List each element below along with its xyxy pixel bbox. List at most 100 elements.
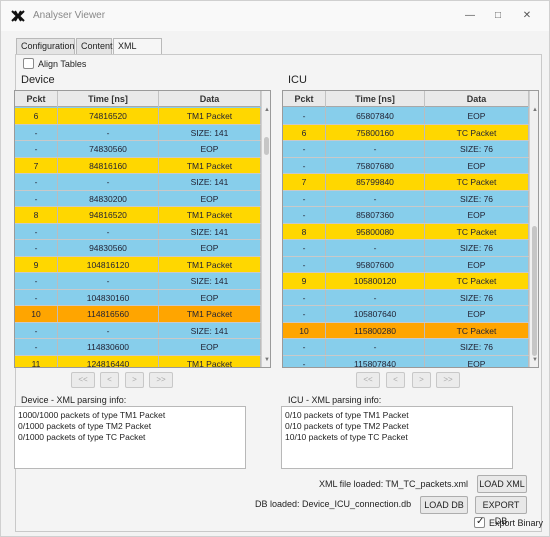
table-cell-pckt: - [283, 339, 326, 355]
table-cell-data: SIZE: 76 [425, 339, 529, 355]
table-row[interactable]: -75807680 EOP [283, 157, 529, 174]
maximize-icon[interactable]: □ [494, 10, 502, 21]
column-header-data[interactable]: Data [159, 91, 261, 107]
table-row[interactable]: 7 85799840 TC Packet [283, 174, 529, 191]
scroll-down-arrow-icon[interactable]: ▼ [532, 357, 538, 363]
table-row[interactable]: - - SIZE: 141 [15, 322, 261, 339]
table-cell-time: 94830560 [58, 240, 159, 256]
table-row[interactable]: -94830560 EOP [15, 240, 261, 257]
info-line: 10/10 packets of type TC Packet [285, 432, 408, 442]
scrollbar-thumb[interactable] [264, 137, 269, 155]
export-binary-checkbox[interactable]: ✓ [474, 516, 485, 528]
table-row[interactable]: 6 75800160 TC Packet [283, 124, 529, 141]
table-cell-pckt: - [283, 240, 326, 256]
table-row[interactable]: - - SIZE: 76 [283, 339, 529, 356]
icu-first-page-button[interactable]: << [356, 372, 380, 388]
scroll-down-arrow-icon[interactable]: ▼ [264, 357, 270, 363]
icu-parsing-info-textarea[interactable]: 0/10 packets of type TM1 Packet 0/10 pac… [281, 406, 513, 469]
close-icon[interactable]: ✕ [522, 10, 532, 21]
scrollbar-thumb[interactable] [532, 226, 537, 356]
table-row[interactable]: - - SIZE: 141 [15, 223, 261, 240]
tab-content[interactable]: Content [76, 38, 113, 55]
table-row[interactable]: -114830600 EOP [15, 339, 261, 356]
export-db-button[interactable]: EXPORT DB [475, 496, 527, 526]
table-row[interactable]: 7 84816160 TM1 Packet [15, 157, 261, 174]
table-row[interactable]: 9 105800120 TC Packet [283, 273, 529, 290]
table-row[interactable]: 8 95800080 TC Packet [283, 223, 529, 240]
table-cell-data: SIZE: 141 [159, 273, 261, 289]
load-xml-button[interactable]: LOAD XML [477, 475, 527, 493]
table-cell-time: - [58, 174, 159, 190]
icu-next-page-button[interactable]: > [412, 372, 431, 388]
table-cell-data: TC Packet [425, 223, 529, 239]
table-cell-time: - [326, 240, 425, 256]
device-packet-table[interactable]: Pckt Time [ns] Data 6 74816520 TM1 Packet -… [14, 90, 271, 368]
table-row[interactable]: - - SIZE: 76 [283, 190, 529, 207]
load-db-button[interactable]: LOAD DB [420, 496, 468, 514]
device-table-scrollbar[interactable]: ▲ ▼ [261, 91, 270, 367]
table-cell-data: TM1 Packet [159, 306, 261, 322]
icu-last-page-button[interactable]: >> [436, 372, 460, 388]
table-row[interactable]: 11 124816440 TM1 Packet [15, 355, 261, 367]
table-cell-pckt: - [283, 289, 326, 305]
device-prev-page-button[interactable]: < [100, 372, 119, 388]
table-cell-data: TM1 Packet [159, 207, 261, 223]
table-cell-pckt: - [283, 141, 326, 157]
minimize-icon[interactable]: — [465, 10, 475, 21]
table-cell-time: 85807360 [326, 207, 425, 223]
table-cell-data: EOP [425, 306, 529, 322]
table-cell-pckt: - [283, 256, 326, 272]
table-row[interactable]: 9 104816120 TM1 Packet [15, 256, 261, 273]
table-row[interactable]: -85807360 EOP [283, 207, 529, 224]
table-row[interactable]: 10 115800280 TC Packet [283, 322, 529, 339]
table-row[interactable]: -74830560 EOP [15, 141, 261, 158]
column-header-time[interactable]: Time [ns] [58, 91, 159, 107]
table-row[interactable]: 8 94816520 TM1 Packet [15, 207, 261, 224]
device-first-page-button[interactable]: << [71, 372, 95, 388]
table-cell-data: EOP [425, 256, 529, 272]
table-cell-time: 85799840 [326, 174, 425, 190]
table-cell-time: 114830600 [58, 339, 159, 355]
device-last-page-button[interactable]: >> [149, 372, 173, 388]
table-row[interactable]: -95807600 EOP [283, 256, 529, 273]
table-row[interactable]: 10 114816560 TM1 Packet [15, 306, 261, 323]
table-row[interactable]: - - SIZE: 76 [283, 141, 529, 158]
tab-configuration[interactable]: Configuration [16, 38, 75, 55]
icu-packet-table[interactable]: Pckt Time [ns] Data -65807840 EOP 6 7580016… [282, 90, 539, 368]
table-row[interactable]: -65807840 EOP [283, 108, 529, 125]
table-row[interactable]: - - SIZE: 141 [15, 124, 261, 141]
table-cell-data: SIZE: 76 [425, 141, 529, 157]
table-cell-data: TC Packet [425, 322, 529, 338]
info-line: 0/10 packets of type TM2 Packet [285, 421, 409, 431]
device-section-title: Device [21, 74, 55, 86]
table-row[interactable]: 6 74816520 TM1 Packet [15, 108, 261, 125]
align-tables-checkbox[interactable] [23, 58, 34, 69]
device-parsing-info-textarea[interactable]: 1000/1000 packets of type TM1 Packet 0/1… [14, 406, 246, 469]
table-cell-time: 75800160 [326, 124, 425, 140]
table-row[interactable]: -84830200 EOP [15, 190, 261, 207]
table-cell-data: TC Packet [425, 174, 529, 190]
icu-table-scrollbar[interactable]: ▲ ▼ [529, 91, 538, 367]
icu-prev-page-button[interactable]: < [386, 372, 405, 388]
column-header-pckt[interactable]: Pckt [283, 91, 326, 107]
table-row[interactable]: -105807640 EOP [283, 306, 529, 323]
table-row[interactable]: - - SIZE: 76 [283, 240, 529, 257]
table-row[interactable]: - - SIZE: 76 [283, 289, 529, 306]
tab-label: Content [81, 41, 113, 51]
table-row[interactable]: - - SIZE: 141 [15, 273, 261, 290]
table-cell-time: 105807640 [326, 306, 425, 322]
column-header-time[interactable]: Time [ns] [326, 91, 425, 107]
table-cell-time: - [326, 141, 425, 157]
column-header-pckt[interactable]: Pckt [15, 91, 58, 107]
table-row[interactable]: - - SIZE: 141 [15, 174, 261, 191]
scroll-up-arrow-icon[interactable]: ▲ [532, 107, 538, 113]
column-header-data[interactable]: Data [425, 91, 529, 107]
xml-file-loaded-status: XML file loaded: TM_TC_packets.xml [319, 479, 469, 489]
device-next-page-button[interactable]: > [125, 372, 144, 388]
scroll-up-arrow-icon[interactable]: ▲ [264, 107, 270, 113]
table-cell-time: - [58, 273, 159, 289]
table-row[interactable]: -104830160 EOP [15, 289, 261, 306]
table-cell-time: 95807600 [326, 256, 425, 272]
table-row[interactable]: -115807840 EOP [283, 355, 529, 367]
